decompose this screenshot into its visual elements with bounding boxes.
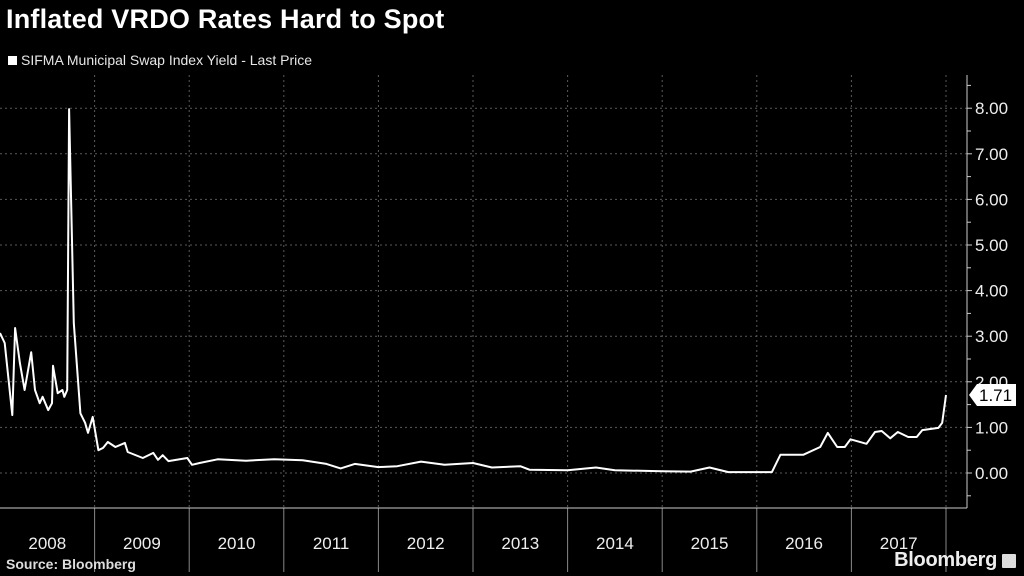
x-tick-label: 2012 (407, 534, 445, 553)
y-tick-label: 8.00 (975, 99, 1008, 118)
source-note: Source: Bloomberg (6, 556, 136, 572)
x-tick-label: 2016 (785, 534, 823, 553)
y-tick-label: 4.00 (975, 282, 1008, 301)
x-tick-label: 2013 (501, 534, 539, 553)
x-tick-label: 2014 (596, 534, 634, 553)
bloomberg-logo: Bloomberg (894, 549, 1016, 572)
y-tick-label: 5.00 (975, 236, 1008, 255)
x-tick-label: 2010 (218, 534, 256, 553)
x-tick-label: 2011 (313, 534, 350, 553)
brand-label: Bloomberg (894, 549, 997, 571)
y-tick-label: 6.00 (975, 190, 1008, 209)
chart-icon (1002, 553, 1016, 568)
last-value-label: 1.71 (979, 386, 1012, 405)
last-value-tag (969, 384, 1016, 407)
x-tick-label: 2015 (691, 534, 729, 553)
legend: SIFMA Municipal Swap Index Yield - Last … (8, 52, 312, 68)
y-tick-label: 1.00 (975, 418, 1008, 437)
x-tick-label: 2009 (123, 534, 161, 553)
x-tick-label: 2008 (28, 534, 66, 553)
y-tick-label: 3.00 (975, 327, 1008, 346)
y-tick-label: 0.00 (975, 464, 1008, 483)
chart-title: Inflated VRDO Rates Hard to Spot (6, 4, 445, 34)
legend-swatch (8, 55, 17, 65)
series-line (0, 108, 947, 474)
y-tick-label: 7.00 (975, 145, 1008, 164)
legend-label: SIFMA Municipal Swap Index Yield - Last … (21, 52, 313, 68)
x-tick-label: 2017 (880, 534, 918, 553)
